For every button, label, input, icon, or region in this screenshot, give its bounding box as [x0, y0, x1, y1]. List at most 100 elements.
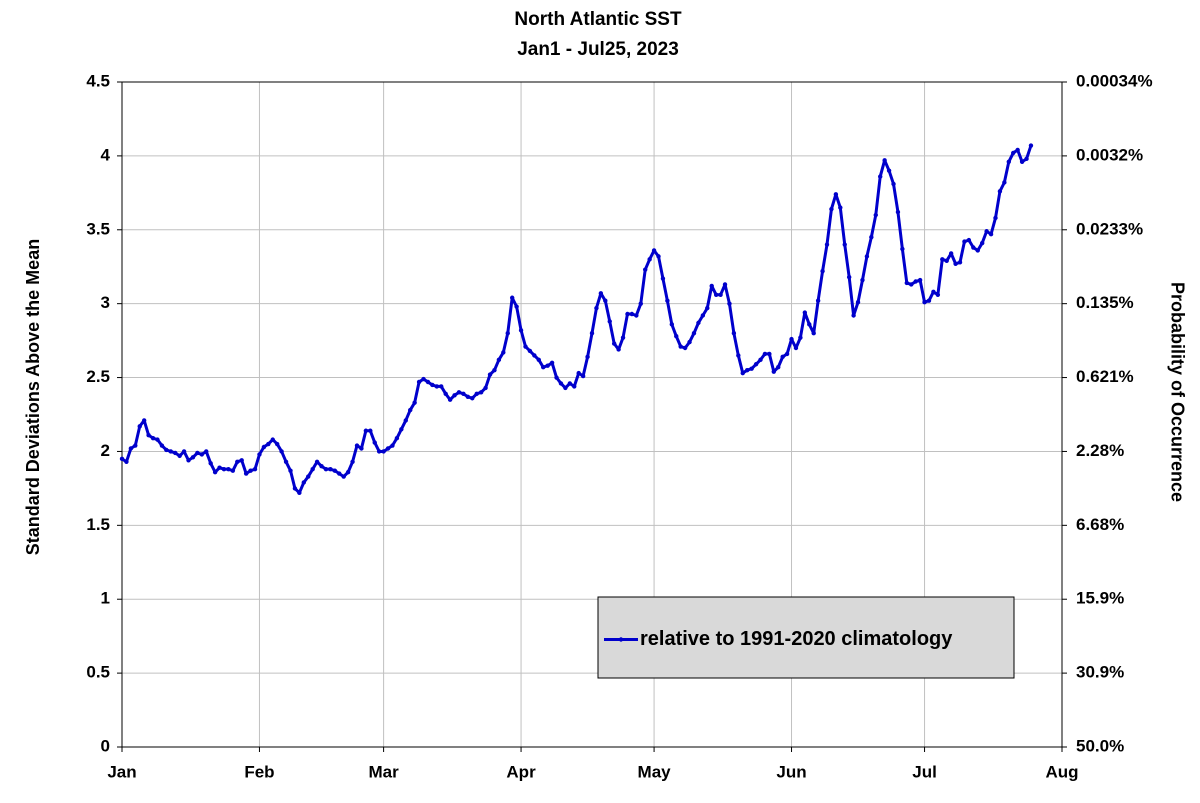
point — [505, 331, 510, 336]
point — [563, 385, 568, 391]
point — [807, 322, 812, 327]
point — [678, 344, 683, 349]
point — [873, 212, 878, 218]
point — [226, 466, 231, 472]
point — [221, 466, 227, 472]
point — [957, 260, 963, 265]
point — [1024, 156, 1029, 162]
point — [625, 311, 630, 317]
y2-tick-label: 0.135% — [1076, 293, 1134, 312]
point — [864, 254, 870, 259]
point — [434, 384, 440, 389]
point — [257, 452, 262, 457]
point — [651, 248, 657, 253]
point — [594, 305, 599, 311]
point — [988, 232, 994, 237]
point — [425, 379, 431, 385]
legend-label: relative to 1991-2020 climatology — [640, 628, 953, 650]
point — [359, 446, 364, 451]
point — [709, 283, 714, 289]
point — [337, 471, 342, 476]
point — [208, 461, 213, 466]
point — [137, 424, 142, 429]
point — [762, 351, 768, 357]
point — [722, 282, 728, 287]
point — [846, 274, 852, 280]
y2-tick-label: 50.0% — [1076, 736, 1124, 755]
point — [740, 370, 745, 376]
point — [589, 331, 595, 336]
point — [261, 444, 267, 450]
point — [421, 376, 426, 382]
point — [944, 258, 949, 264]
point — [239, 458, 244, 463]
point — [496, 357, 502, 363]
point — [643, 267, 648, 272]
point — [155, 437, 160, 442]
y-tick-label: 0 — [101, 736, 110, 755]
point — [607, 319, 612, 324]
point — [408, 407, 413, 413]
point — [616, 347, 621, 352]
x-tick-label: Apr — [506, 762, 536, 781]
point — [541, 365, 546, 370]
point — [523, 344, 528, 349]
point — [585, 354, 590, 360]
y2-tick-label: 0.00034% — [1076, 71, 1153, 90]
point — [243, 471, 249, 476]
point — [474, 391, 479, 397]
point — [971, 245, 976, 250]
point — [168, 449, 173, 454]
point — [1002, 180, 1007, 185]
point — [390, 443, 395, 448]
point — [150, 435, 156, 441]
point — [248, 468, 253, 473]
point — [363, 428, 369, 433]
x-tick-label: Aug — [1045, 762, 1078, 781]
point — [452, 393, 457, 398]
point — [399, 427, 404, 432]
point — [598, 291, 604, 296]
point — [443, 391, 448, 397]
point — [204, 449, 209, 454]
chart-title: North Atlantic SST — [514, 9, 682, 30]
point — [829, 206, 834, 212]
point — [439, 384, 444, 389]
point — [691, 331, 697, 336]
point — [1015, 147, 1020, 153]
point — [700, 313, 706, 318]
point — [119, 456, 125, 462]
point — [900, 246, 905, 252]
point — [851, 313, 856, 318]
point — [576, 370, 581, 376]
point — [252, 466, 258, 472]
point — [483, 385, 488, 391]
point — [580, 373, 586, 379]
point — [820, 268, 825, 274]
point — [993, 215, 998, 221]
point — [385, 446, 391, 451]
point — [780, 354, 785, 360]
point — [328, 466, 333, 472]
point — [966, 237, 972, 243]
point — [297, 490, 302, 496]
point — [274, 441, 280, 447]
point — [341, 474, 346, 479]
y2-axis-label: Probability of Occurrence — [1167, 282, 1187, 502]
point — [913, 279, 918, 284]
point — [199, 452, 205, 457]
y-tick-label: 4.5 — [86, 71, 110, 90]
point — [798, 335, 803, 340]
point — [891, 181, 896, 187]
point — [842, 242, 847, 247]
point — [549, 360, 555, 365]
point — [758, 357, 763, 363]
point — [456, 390, 462, 395]
x-tick-label: Jun — [776, 762, 806, 781]
point — [718, 292, 723, 297]
point — [1011, 150, 1016, 156]
point — [682, 345, 688, 351]
point — [878, 174, 883, 179]
x-tick-label: Jan — [107, 762, 136, 781]
point — [611, 341, 617, 346]
